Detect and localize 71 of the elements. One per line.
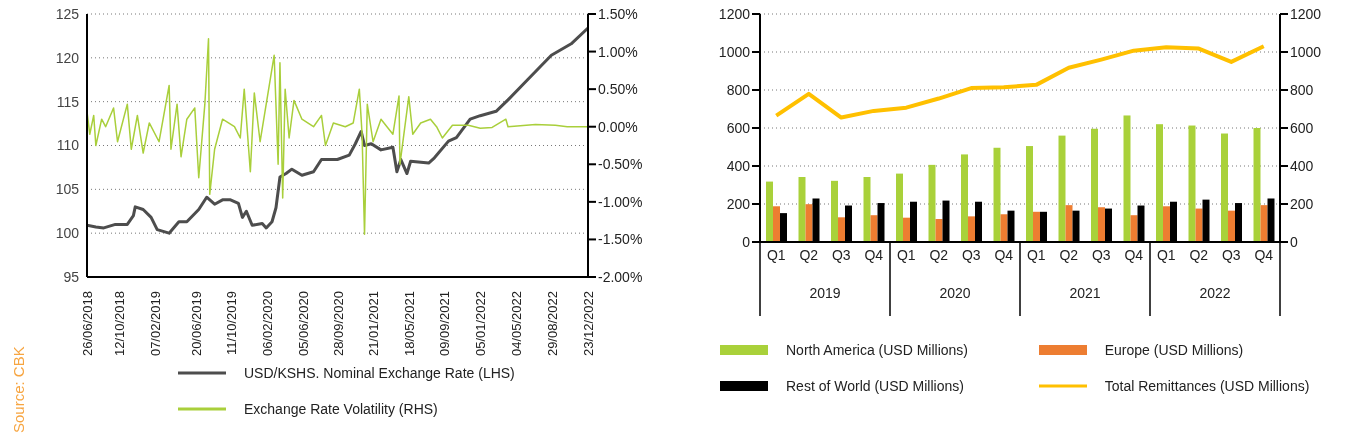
x-tick-label: Q2 — [799, 246, 819, 263]
y2-tick-label: 0 — [1290, 233, 1298, 250]
x-tick-label: 28/09/2020 — [331, 291, 347, 357]
x-tick-label: 23/12/2022 — [580, 291, 596, 357]
x-tick-label: Q4 — [864, 246, 884, 263]
x-tick-label: 09/09/2021 — [437, 291, 453, 357]
y-tick-label: 400 — [726, 157, 751, 174]
x-tick-label: 21/01/2021 — [366, 291, 382, 357]
legend-label: Exchange Rate Volatility (RHS) — [244, 401, 438, 417]
source-note: Source: CBK — [10, 346, 27, 433]
legend-label: USD/KSHS. Nominal Exchange Rate (LHS) — [244, 365, 515, 381]
x-tick-label: 05/01/2022 — [473, 291, 489, 357]
y2-tick-label: 400 — [1290, 157, 1314, 174]
y2-tick-label: -0.50% — [598, 156, 643, 173]
x-tick-label: 07/02/2019 — [148, 291, 164, 357]
y-tick-label: 0 — [742, 233, 751, 250]
x-tick-label: 18/05/2021 — [402, 291, 418, 357]
y-tick-label: 800 — [726, 81, 751, 98]
y2-tick-label: 600 — [1290, 119, 1314, 136]
legend-label: Europe (USD Millions) — [1104, 342, 1244, 358]
y-tick-label: 200 — [726, 195, 751, 212]
y-tick-label: 1000 — [718, 43, 751, 60]
x-tick-label: Q3 — [961, 246, 981, 263]
y-tick-label: 1200 — [718, 5, 751, 22]
x-tick-label: Q4 — [1124, 246, 1144, 263]
y2-tick-label: 200 — [1290, 195, 1314, 212]
y2-tick-label: 0.50% — [598, 81, 638, 98]
y-tick-label: 120 — [55, 49, 80, 66]
y2-tick-label: 1.00% — [598, 43, 638, 60]
x-tick-label: Q2 — [1189, 246, 1209, 263]
y2-tick-label: 800 — [1290, 81, 1314, 98]
x-tick-label: Q3 — [831, 246, 851, 263]
y2-tick-label: 1000 — [1290, 43, 1322, 60]
y-tick-label: 600 — [726, 119, 751, 136]
y2-tick-label: 1.50% — [598, 5, 638, 22]
text: 2022 — [1198, 285, 1232, 301]
y2-tick-label: -1.00% — [598, 193, 643, 210]
x-tick-label: Q3 — [1221, 246, 1241, 263]
legend-label: Total Remittances (USD Millions) — [1104, 378, 1310, 394]
y2-tick-label: -1.50% — [598, 231, 643, 248]
y-tick-label: 110 — [56, 137, 80, 154]
x-tick-label: 06/02/2020 — [259, 291, 275, 357]
x-tick-label: 26/06/2018 — [79, 291, 95, 357]
y-tick-label: 100 — [55, 225, 80, 242]
text: 2019 — [808, 285, 842, 301]
y-tick-label: 125 — [55, 5, 80, 22]
x-tick-label: Q4 — [1254, 246, 1274, 263]
x-tick-label: 11/10/2019 — [223, 291, 239, 356]
x-tick-label: Q1 — [1156, 246, 1176, 263]
text: 2020 — [938, 285, 972, 301]
y-tick-label: 115 — [56, 93, 80, 110]
x-tick-label: Q4 — [994, 246, 1014, 263]
x-tick-label: Q1 — [1026, 246, 1046, 263]
legend-label: Rest of World (USD Millions) — [786, 378, 964, 394]
legend-label: North America (USD Millions) — [786, 342, 969, 358]
x-tick-label: Q3 — [1091, 246, 1111, 263]
y-tick-label: 105 — [55, 181, 80, 198]
x-tick-label: Q1 — [766, 246, 786, 263]
x-tick-label: 05/06/2020 — [296, 291, 312, 357]
y2-tick-label: 1200 — [1290, 5, 1322, 22]
x-tick-label: Q2 — [1059, 246, 1079, 263]
y2-tick-label: -2.00% — [598, 268, 643, 285]
x-tick-label: 20/06/2019 — [189, 291, 205, 357]
x-tick-label: 12/10/2018 — [112, 291, 128, 357]
x-tick-label: Q2 — [929, 246, 949, 263]
y2-tick-label: 0.00% — [598, 118, 638, 135]
x-tick-label: 04/05/2022 — [509, 291, 525, 357]
y-tick-label: 95 — [63, 268, 80, 285]
x-tick-label: 29/08/2022 — [545, 291, 561, 357]
text: 2021 — [1068, 285, 1102, 301]
x-tick-label: Q1 — [896, 246, 916, 263]
